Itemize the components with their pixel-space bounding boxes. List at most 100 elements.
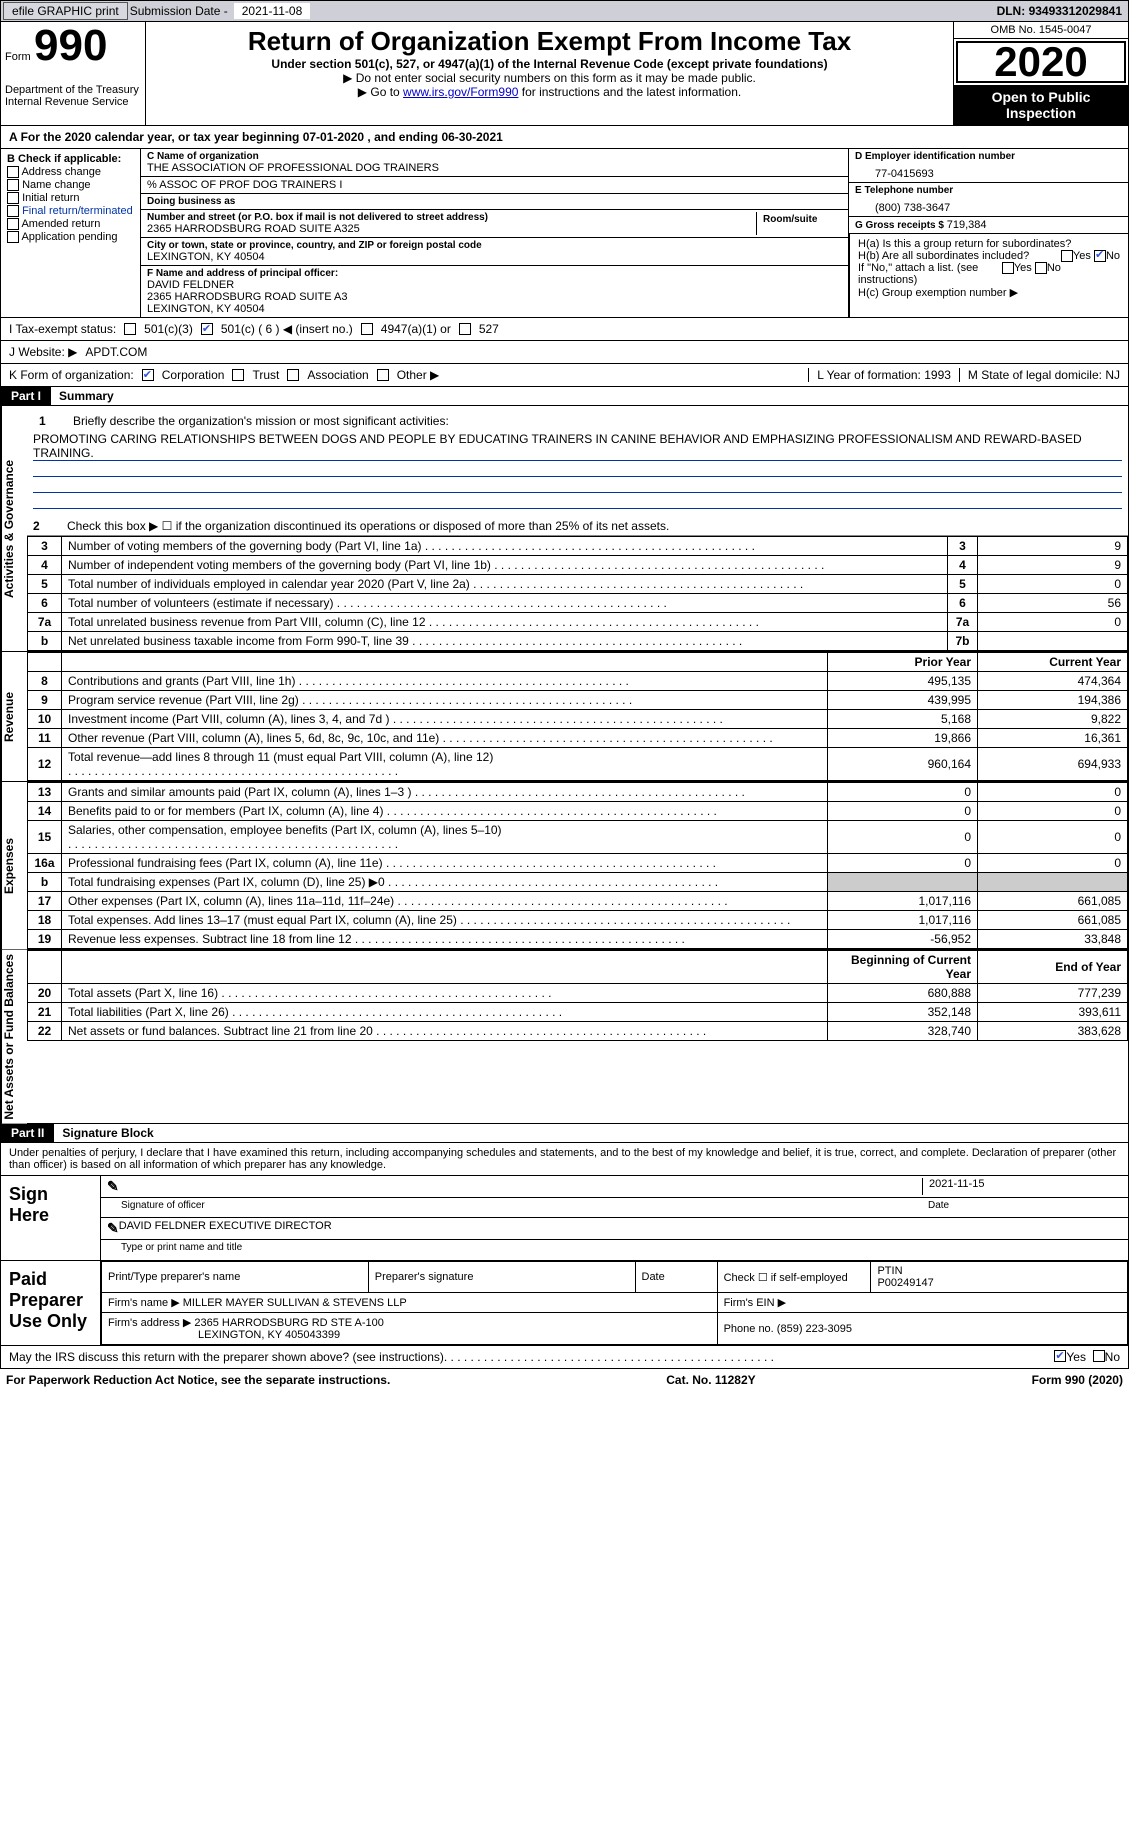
tax-year: 2020: [956, 41, 1126, 83]
check-final-return[interactable]: Final return/terminated: [7, 205, 134, 217]
table-row: 15Salaries, other compensation, employee…: [28, 820, 1128, 853]
submission-date-value: 2021-11-08: [234, 3, 311, 19]
table-row: 18Total expenses. Add lines 13–17 (must …: [28, 910, 1128, 929]
prep-name-label: Print/Type preparer's name: [102, 1262, 369, 1293]
check-501c[interactable]: [201, 323, 213, 335]
box-b-header: B Check if applicable:: [7, 153, 134, 165]
city-label: City or town, state or province, country…: [147, 240, 842, 251]
table-row: 9Program service revenue (Part VIII, lin…: [28, 690, 1128, 709]
part-1-activities: Activities & Governance 1Briefly describ…: [0, 406, 1129, 652]
check-name-change[interactable]: Name change: [7, 179, 134, 191]
check-association[interactable]: [287, 369, 299, 381]
form-note-2: ▶ Go to www.irs.gov/Form990 for instruct…: [154, 85, 945, 99]
q2-label: Check this box ▶ ☐ if the organization d…: [67, 519, 1122, 533]
part-1-expenses: Expenses 13Grants and similar amounts pa…: [0, 782, 1129, 950]
line-k: K Form of organization: Corporation Trus…: [0, 364, 1129, 387]
check-4947[interactable]: [361, 323, 373, 335]
signature-block: Sign Here ✎ 2021-11-15 Signature of offi…: [0, 1176, 1129, 1261]
officer-addr2: LEXINGTON, KY 40504: [147, 303, 842, 315]
table-row: 20Total assets (Part X, line 16) 680,888…: [28, 983, 1128, 1002]
table-row: 21Total liabilities (Part X, line 26) 35…: [28, 1002, 1128, 1021]
form-subtitle: Under section 501(c), 527, or 4947(a)(1)…: [154, 57, 945, 71]
sig-date-value: 2021-11-15: [922, 1178, 1122, 1195]
dba-label: Doing business as: [147, 196, 842, 207]
table-row: 11Other revenue (Part VIII, column (A), …: [28, 728, 1128, 747]
sig-officer-label: Signature of officer: [121, 1200, 205, 1215]
section-label-revenue: Revenue: [1, 652, 27, 781]
h-c-row: H(c) Group exemption number ▶: [858, 286, 1120, 299]
box-g-label: G Gross receipts $: [855, 220, 947, 231]
line-i: I Tax-exempt status: 501(c)(3) 501(c) ( …: [0, 318, 1129, 341]
table-row: 8Contributions and grants (Part VIII, li…: [28, 671, 1128, 690]
firm-phone: (859) 223-3095: [777, 1323, 852, 1335]
check-corporation[interactable]: [142, 369, 154, 381]
form-note-1: ▶ Do not enter social security numbers o…: [154, 71, 945, 85]
box-c-name-label: C Name of organization: [147, 151, 842, 162]
officer-addr1: 2365 HARRODSBURG ROAD SUITE A3: [147, 291, 842, 303]
check-application-pending[interactable]: Application pending: [7, 231, 134, 243]
form990-link[interactable]: www.irs.gov/Form990: [403, 85, 518, 99]
footer-right: Form 990 (2020): [1032, 1373, 1123, 1387]
firm-addr1: 2365 HARRODSBURG RD STE A-100: [194, 1317, 384, 1329]
care-of: % ASSOC OF PROF DOG TRAINERS I: [141, 177, 848, 194]
h-a-row: H(a) Is this a group return for subordin…: [858, 238, 1120, 250]
dept-treasury: Department of the Treasury: [5, 84, 141, 96]
sign-here-label: Sign Here: [1, 1176, 101, 1260]
table-row: 19Revenue less expenses. Subtract line 1…: [28, 929, 1128, 948]
table-row: 22Net assets or fund balances. Subtract …: [28, 1021, 1128, 1040]
discuss-row: May the IRS discuss this return with the…: [0, 1346, 1129, 1369]
check-amended-return[interactable]: Amended return: [7, 218, 134, 230]
footer-left: For Paperwork Reduction Act Notice, see …: [6, 1373, 390, 1387]
org-name: THE ASSOCIATION OF PROFESSIONAL DOG TRAI…: [147, 162, 842, 174]
table-row: 17Other expenses (Part IX, column (A), l…: [28, 891, 1128, 910]
netassets-table: Beginning of Current YearEnd of Year 20T…: [27, 950, 1128, 1041]
line-a-tax-year: A For the 2020 calendar year, or tax yea…: [0, 126, 1129, 149]
paid-preparer-label: Paid Preparer Use Only: [1, 1261, 101, 1345]
table-row: bTotal fundraising expenses (Part IX, co…: [28, 872, 1128, 891]
check-trust[interactable]: [232, 369, 244, 381]
state-domicile: NJ: [1105, 368, 1120, 382]
line-j: J Website: ▶ APDT.COM: [0, 341, 1129, 364]
check-other[interactable]: [377, 369, 389, 381]
h-b-note: If "No," attach a list. (see instruction…: [858, 262, 1120, 286]
date-label: Date: [922, 1200, 1122, 1215]
officer-label: Type or print name and title: [121, 1242, 242, 1258]
pen-icon: ✎: [107, 1220, 119, 1237]
pen-icon: ✎: [107, 1178, 119, 1195]
discuss-yes-check[interactable]: [1054, 1350, 1066, 1362]
box-b: B Check if applicable: Address change Na…: [1, 149, 141, 317]
firm-name: MILLER MAYER SULLIVAN & STEVENS LLP: [183, 1297, 407, 1309]
section-label-governance: Activities & Governance: [1, 406, 27, 651]
box-e-label: E Telephone number: [855, 185, 1122, 196]
efile-print-button[interactable]: efile GRAPHIC print: [3, 2, 128, 20]
street-label: Number and street (or P.O. box if mail i…: [147, 212, 756, 223]
check-527[interactable]: [459, 323, 471, 335]
mission-text: PROMOTING CARING RELATIONSHIPS BETWEEN D…: [33, 432, 1122, 461]
check-initial-return[interactable]: Initial return: [7, 192, 134, 204]
form-title: Return of Organization Exempt From Incom…: [154, 26, 945, 57]
box-d-label: D Employer identification number: [855, 151, 1122, 162]
room-label: Room/suite: [763, 214, 836, 225]
prep-date-label: Date: [635, 1262, 717, 1293]
table-row: 16aProfessional fundraising fees (Part I…: [28, 853, 1128, 872]
firm-ein-label: Firm's EIN ▶: [717, 1293, 1127, 1313]
governance-table: 3Number of voting members of the governi…: [27, 536, 1128, 651]
ein-value: 77-0415693: [855, 162, 1122, 180]
section-label-expenses: Expenses: [1, 782, 27, 949]
dept-irs: Internal Revenue Service: [5, 96, 141, 108]
box-f-label: F Name and address of principal officer:: [147, 268, 842, 279]
check-501c3[interactable]: [124, 323, 136, 335]
officer-name: DAVID FELDNER: [147, 279, 842, 291]
part-1-header: Part I Summary: [0, 387, 1129, 406]
part-2-header: Part II Signature Block: [0, 1124, 1129, 1143]
check-address-change[interactable]: Address change: [7, 166, 134, 178]
form-number: 990: [34, 21, 107, 70]
form-header: Form 990 Department of the Treasury Inte…: [0, 22, 1129, 126]
table-row: 12Total revenue—add lines 8 through 11 (…: [28, 747, 1128, 780]
city-state-zip: LEXINGTON, KY 40504: [147, 251, 842, 263]
discuss-no-check[interactable]: [1093, 1350, 1105, 1362]
website-value: APDT.COM: [85, 345, 147, 359]
table-row: 5Total number of individuals employed in…: [28, 574, 1128, 593]
section-label-netassets: Net Assets or Fund Balances: [1, 950, 27, 1124]
street-address: 2365 HARRODSBURG ROAD SUITE A325: [147, 223, 756, 235]
